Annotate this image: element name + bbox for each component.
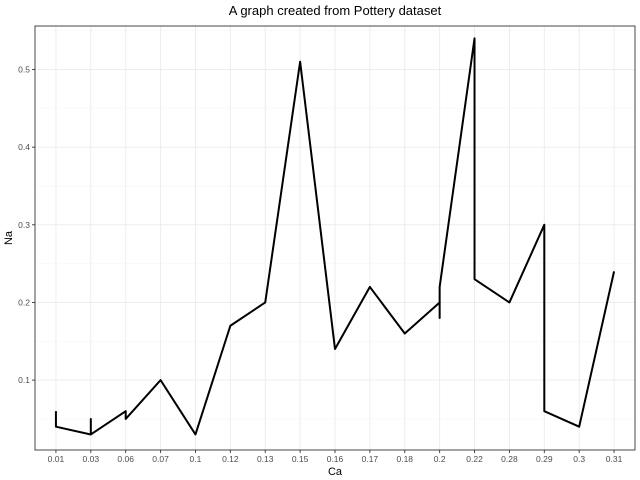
x-tick-label: 0.22 xyxy=(466,454,483,464)
y-axis: 0.1 0.2 0.3 0.4 0.5 xyxy=(18,64,35,385)
x-axis: 0.01 0.03 0.06 0.07 0.1 0.12 0.13 0.15 0.16 0.17 0… xyxy=(48,450,623,464)
x-tick-label: 0.3 xyxy=(573,454,585,464)
x-tick-label: 0.2 xyxy=(434,454,446,464)
chart-title: A graph created from Pottery dataset xyxy=(229,3,442,18)
x-tick-label: 0.15 xyxy=(292,454,309,464)
y-tick-label: 0.2 xyxy=(18,297,30,307)
x-tick-label: 0.07 xyxy=(152,454,169,464)
y-tick-label: 0.3 xyxy=(18,220,30,230)
series-line xyxy=(54,37,616,436)
x-tick-label: 0.03 xyxy=(83,454,100,464)
y-axis-title: Na xyxy=(3,230,15,245)
x-tick-label: 0.29 xyxy=(536,454,553,464)
x-tick-label: 0.17 xyxy=(362,454,379,464)
x-tick-label: 0.16 xyxy=(327,454,344,464)
x-tick-label: 0.12 xyxy=(222,454,239,464)
x-tick-label: 0.13 xyxy=(257,454,274,464)
x-tick-label: 0.18 xyxy=(396,454,413,464)
x-axis-title: Ca xyxy=(328,466,343,478)
series-layer xyxy=(54,37,616,436)
x-tick-label: 0.06 xyxy=(117,454,134,464)
x-tick-label: 0.01 xyxy=(48,454,65,464)
y-tick-label: 0.5 xyxy=(18,64,30,74)
y-tick-label: 0.1 xyxy=(18,375,30,385)
x-tick-label: 0.31 xyxy=(606,454,623,464)
y-tick-label: 0.4 xyxy=(18,142,30,152)
x-tick-label: 0.1 xyxy=(190,454,202,464)
x-tick-label: 0.28 xyxy=(501,454,518,464)
major-gridlines xyxy=(35,26,635,450)
